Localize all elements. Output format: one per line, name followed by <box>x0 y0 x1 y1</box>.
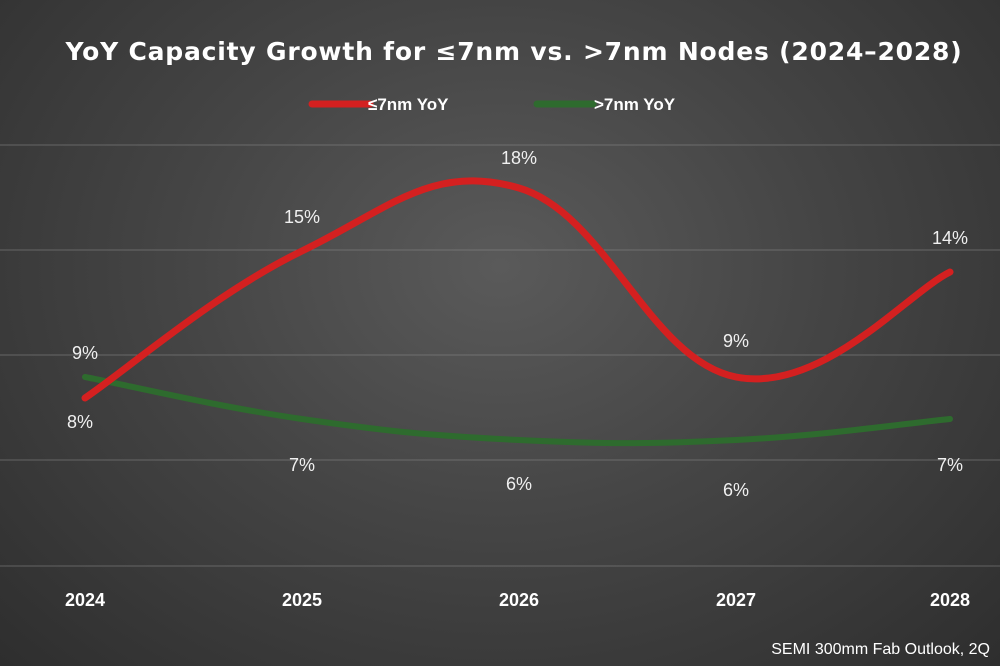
x-tick-label: 2026 <box>499 590 539 610</box>
data-label-gt7nm: 9% <box>72 343 98 363</box>
data-label-gt7nm: 6% <box>506 474 532 494</box>
data-label-le7nm: 14% <box>932 228 968 248</box>
legend: ≤7nm YoY >7nm YoY <box>308 95 676 114</box>
data-labels: 8% 15% 18% 9% 14% 9% 7% 6% 6% 7% <box>67 148 968 500</box>
x-tick-label: 2024 <box>65 590 105 610</box>
data-label-gt7nm: 7% <box>289 455 315 475</box>
x-tick-label: 2027 <box>716 590 756 610</box>
data-label-le7nm: 18% <box>501 148 537 168</box>
x-tick-label: 2025 <box>282 590 322 610</box>
gridlines <box>0 144 1000 567</box>
series-line-le7nm <box>81 177 954 402</box>
source-note: SEMI 300mm Fab Outlook, 2Q <box>771 641 990 658</box>
data-label-le7nm: 8% <box>67 412 93 432</box>
x-tick-label: 2028 <box>930 590 970 610</box>
series-lines <box>81 177 954 447</box>
data-label-le7nm: 9% <box>723 331 749 351</box>
chart-title: YoY Capacity Growth for ≤7nm vs. >7nm No… <box>65 37 963 66</box>
legend-label-le7nm: ≤7nm YoY <box>368 95 449 114</box>
data-label-gt7nm: 7% <box>937 455 963 475</box>
x-axis-ticks: 2024 2025 2026 2027 2028 <box>65 590 970 610</box>
data-label-gt7nm: 6% <box>723 480 749 500</box>
legend-label-gt7nm: >7nm YoY <box>594 95 676 114</box>
data-label-le7nm: 15% <box>284 207 320 227</box>
series-line-gt7nm <box>82 374 953 447</box>
